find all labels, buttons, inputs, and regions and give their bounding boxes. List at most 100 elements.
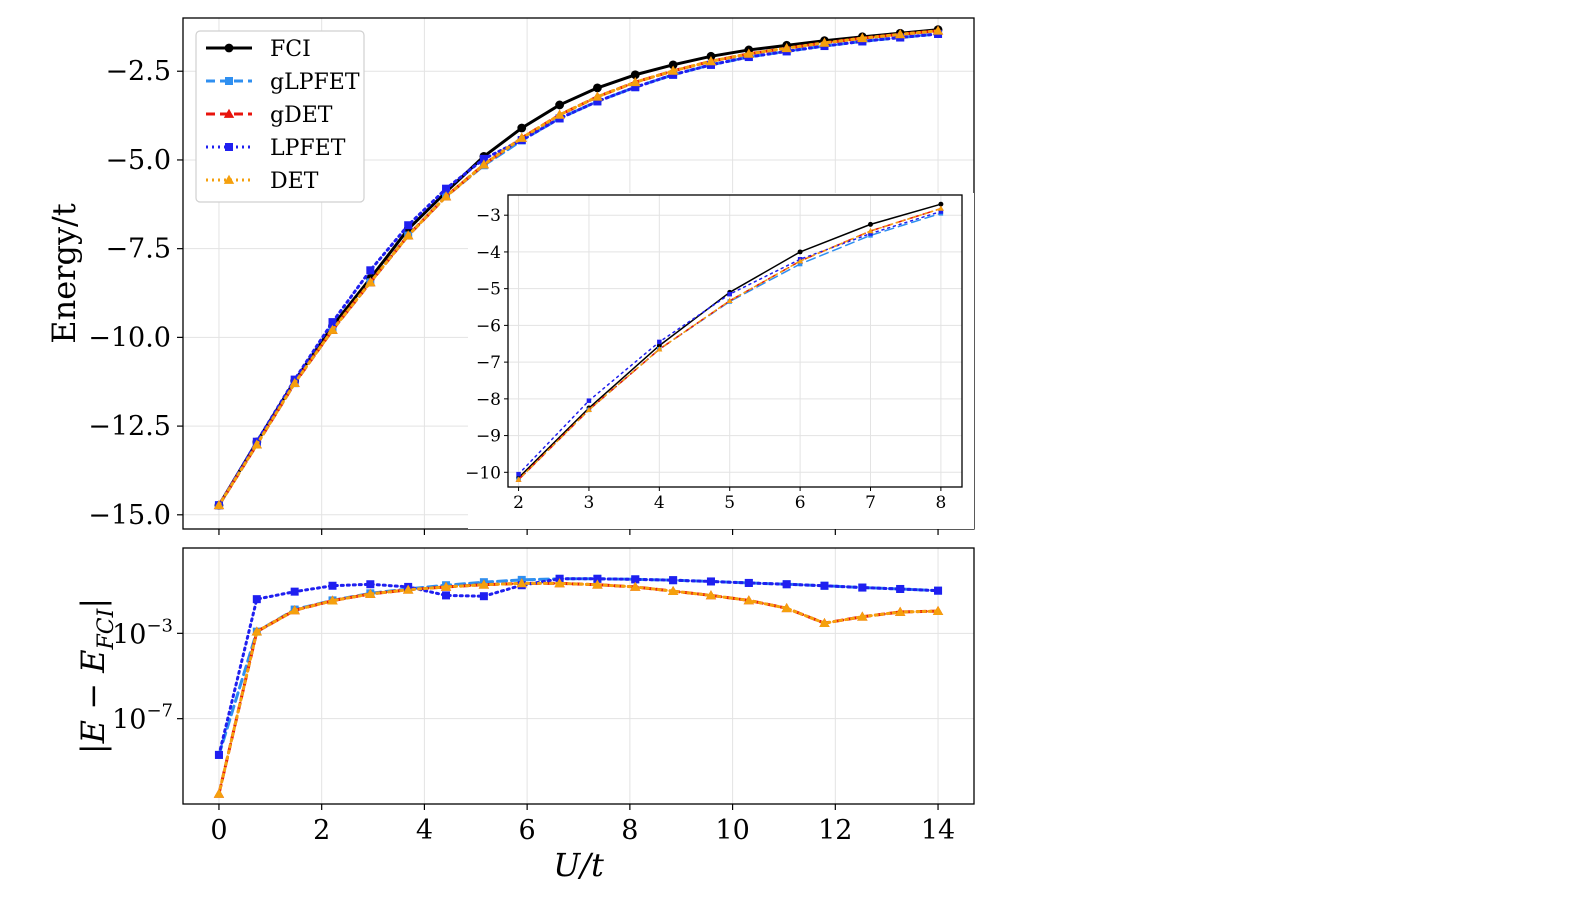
main-point-DET-5 <box>402 230 414 240</box>
error-panel: 10−310−70 2 4 6 8 10 12 14U/t|E − EFCI| <box>74 547 975 884</box>
main-point-LPFET-7 <box>479 154 488 163</box>
inset-ytick-label-4: −7 <box>476 353 501 373</box>
main-point-LPFET-11 <box>631 83 640 92</box>
error-point-DET-15 <box>781 603 792 613</box>
error-xtick-label-2: 4 <box>416 815 433 846</box>
main-point-LPFET-10 <box>593 97 602 106</box>
inset-ytick-label-2: −5 <box>476 280 501 300</box>
error-line-gLPFET <box>217 577 940 757</box>
error-point-DET-18 <box>894 606 906 616</box>
error-point-DET-8 <box>516 578 527 588</box>
inset-xtick-label-4: 6 <box>795 493 806 513</box>
inset-point-LPFET-0 <box>516 471 521 477</box>
error-xtick-label-6: 12 <box>818 815 852 846</box>
legend-label-gDET: gDET <box>270 103 333 128</box>
legend-label-FCI: FCI <box>270 37 311 62</box>
main-point-DET-17 <box>857 33 868 43</box>
error-point-DET-1 <box>251 626 263 636</box>
inset-ytick-label-0: −3 <box>476 206 501 226</box>
error-point-LPFET-19 <box>934 586 943 595</box>
main-ytick-label-5: −15.0 <box>88 500 171 531</box>
main-point-DET-4 <box>365 277 376 287</box>
main-point-DET-2 <box>289 377 300 388</box>
main-line-DET <box>217 29 940 507</box>
error-point-LPFET-4 <box>366 580 375 589</box>
inset-point-FCI-6 <box>938 201 944 207</box>
main-ytick-label-0: −2.5 <box>105 56 171 87</box>
main-point-LPFET-4 <box>366 266 375 275</box>
main-ytick-label-3: −10.0 <box>88 322 171 353</box>
inset-ytick-label-5: −8 <box>476 390 501 410</box>
inset-panel: −3 −4 −5 −6 −7 −8 −9 −10 2 3 4 5 6 7 8 <box>465 193 974 529</box>
error-point-LPFET-12 <box>669 576 678 585</box>
main-point-DET-8 <box>516 132 527 142</box>
main-point-DET-7 <box>478 159 490 169</box>
inset-point-DET-0 <box>515 476 522 482</box>
main-point-DET-3 <box>327 324 338 334</box>
error-point-DET-17 <box>857 611 868 621</box>
error-point-LPFET-16 <box>820 581 829 590</box>
main-point-DET-9 <box>554 109 565 119</box>
error-line-DET <box>217 581 940 796</box>
inset-point-DET-3 <box>726 297 733 303</box>
main-point-FCI-11 <box>630 70 640 80</box>
error-point-LPFET-1 <box>252 595 261 604</box>
legend-label-DET: DET <box>270 169 319 194</box>
main-point-DET-1 <box>251 439 263 449</box>
legend-marker-gDET <box>223 108 235 118</box>
legend-label-LPFET: LPFET <box>270 136 346 161</box>
inset-point-FCI-5 <box>868 221 873 227</box>
error-point-LPFET-17 <box>858 583 867 592</box>
error-point-LPFET-6 <box>442 591 451 600</box>
error-point-DET-19 <box>932 605 944 616</box>
inset-ytick-label-3: −6 <box>476 316 501 336</box>
error-point-LPFET-0 <box>214 750 223 759</box>
main-ytick-label-2: −7.5 <box>105 234 171 265</box>
legend: FCI gLPFET gDET LPFET DET <box>195 30 365 203</box>
inset-ytick-label-1: −4 <box>476 243 501 263</box>
main-point-LPFET-5 <box>404 221 413 230</box>
inset-xtick-label-1: 3 <box>584 493 595 513</box>
main-point-LPFET-6 <box>442 184 451 193</box>
main-point-DET-6 <box>440 191 452 201</box>
inset-background <box>468 193 974 529</box>
error-point-LPFET-15 <box>782 580 791 589</box>
main-ytick-label-1: −5.0 <box>105 145 171 176</box>
main-point-DET-18 <box>894 29 906 39</box>
main-point-FCI-10 <box>593 83 602 93</box>
error-point-DET-10 <box>592 579 603 589</box>
main-point-LPFET-3 <box>328 318 337 327</box>
legend-marker-LPFET <box>225 143 233 151</box>
error-xtick-label-1: 2 <box>313 815 330 846</box>
inset-xtick-label-3: 5 <box>724 493 735 513</box>
error-point-DET-4 <box>365 588 376 598</box>
legend-box <box>195 30 365 203</box>
inset-point-gLPFET-4 <box>797 261 803 267</box>
error-point-LPFET-14 <box>744 578 753 587</box>
error-point-LPFET-13 <box>706 577 715 586</box>
inset-point-DET-4 <box>797 258 804 264</box>
inset-point-FCI-2 <box>656 343 662 349</box>
error-xtick-label-7: 14 <box>921 815 955 846</box>
main-line-FCI <box>217 28 940 507</box>
main-point-FCI-9 <box>555 100 564 110</box>
error-point-DET-5 <box>402 584 414 594</box>
main-point-DET-10 <box>592 91 603 101</box>
main-point-DET-0 <box>213 500 225 510</box>
error-line-gDET <box>217 581 940 796</box>
error-xtick-label-5: 10 <box>715 815 749 846</box>
error-line-LPFET <box>217 577 940 757</box>
inset-point-DET-1 <box>586 406 592 413</box>
main-ylabel: Energy/t <box>45 203 83 344</box>
inset-point-DET-2 <box>656 346 663 352</box>
legend-marker-FCI <box>224 43 234 53</box>
main-point-DET-14 <box>743 48 755 58</box>
error-xtick-label-3: 6 <box>519 815 536 846</box>
error-point-LPFET-11 <box>631 575 640 584</box>
error-point-DET-0 <box>213 788 225 798</box>
error-xtick-label-4: 8 <box>621 815 638 846</box>
error-frame <box>182 547 975 805</box>
inset-point-LPFET-6 <box>938 209 944 214</box>
error-point-LPFET-18 <box>896 584 905 593</box>
legend-label-gLPFET: gLPFET <box>270 70 360 95</box>
